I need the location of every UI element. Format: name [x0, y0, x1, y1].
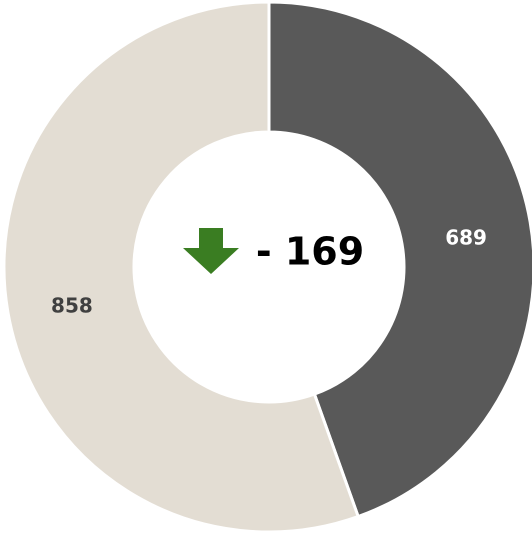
down-arrow-icon [183, 228, 239, 274]
data-label: 689 [445, 225, 487, 249]
slice [2, 0, 361, 533]
center-label: - 169 [256, 230, 364, 274]
slice [267, 0, 532, 519]
data-label: 858 [51, 294, 93, 318]
